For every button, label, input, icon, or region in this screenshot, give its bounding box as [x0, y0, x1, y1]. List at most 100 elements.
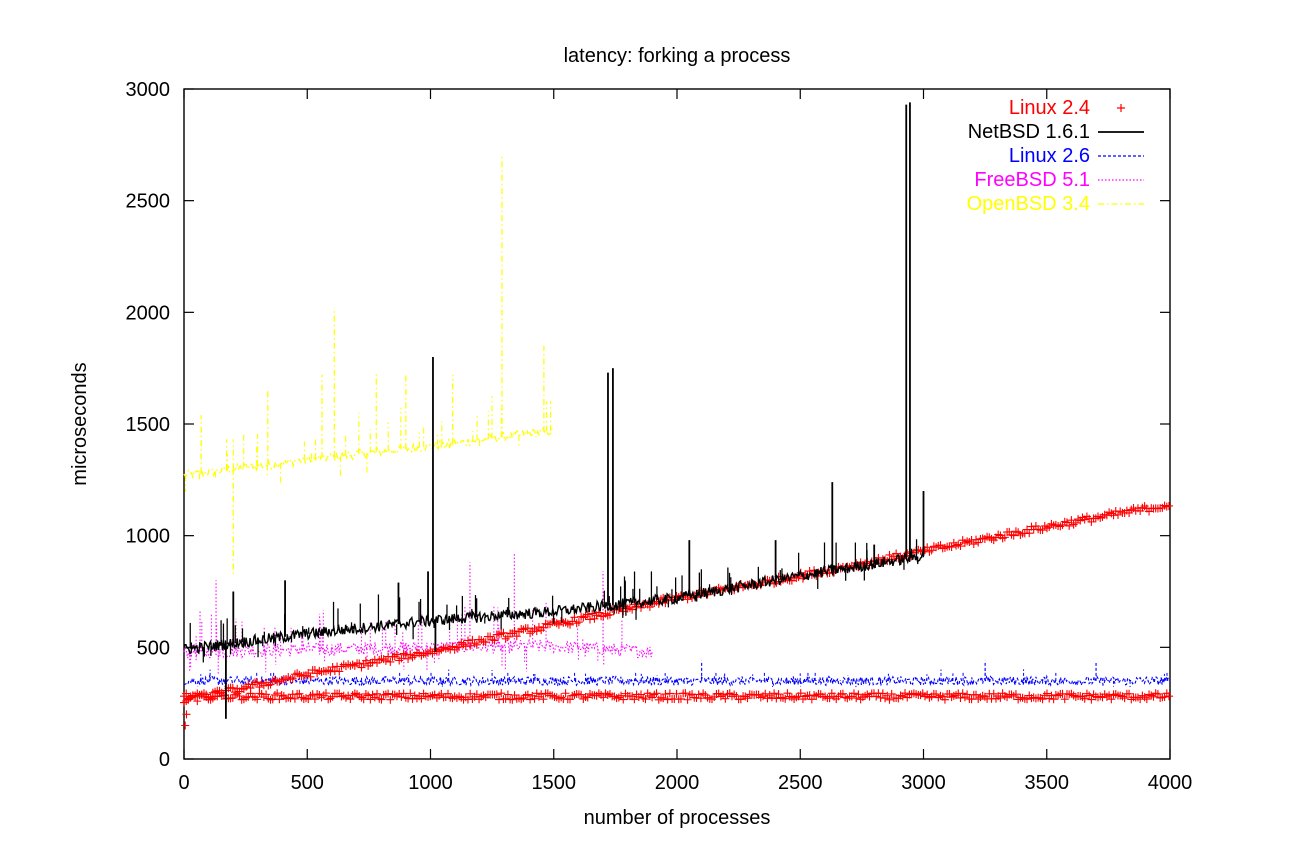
series-point	[1011, 527, 1020, 536]
series-point	[1054, 691, 1063, 700]
series-point	[583, 610, 592, 619]
series-point	[676, 694, 685, 703]
series-point	[1116, 507, 1125, 516]
series-point	[444, 644, 453, 653]
series-point	[1120, 694, 1129, 703]
series-point	[925, 547, 934, 556]
series-point	[934, 693, 943, 702]
series-linux-2-4	[180, 501, 1174, 730]
series-point	[566, 695, 575, 704]
series-point	[1011, 690, 1020, 699]
series-point	[1153, 689, 1162, 698]
series-point	[883, 691, 892, 700]
legend-label: NetBSD 1.6.1	[968, 121, 1090, 143]
series-point	[825, 694, 834, 703]
series-point	[242, 693, 251, 702]
series-point	[417, 694, 426, 703]
axis-ticks: 0 500 1000 1500 2000 2500 3000 3500 4000 0 500 1000…	[126, 79, 1193, 794]
series-point	[887, 689, 896, 698]
series-point	[1113, 510, 1122, 519]
series-point	[481, 638, 490, 647]
series-point	[253, 695, 262, 704]
series-point	[699, 689, 708, 698]
series-point	[841, 693, 850, 702]
series-point	[730, 690, 739, 699]
series-point	[492, 690, 501, 699]
series-point	[406, 689, 415, 698]
series-point	[401, 693, 410, 702]
series-point	[852, 694, 861, 703]
series-point	[605, 610, 614, 619]
x-tick-label: 500	[291, 772, 324, 794]
series-point	[588, 609, 597, 618]
series-point	[661, 690, 670, 699]
series-point	[191, 692, 200, 701]
series-point	[346, 695, 355, 704]
series-point	[792, 693, 801, 702]
y-tick-label: 1500	[126, 414, 171, 436]
series-point	[1069, 520, 1078, 529]
series-point	[523, 624, 532, 633]
series-point	[1087, 695, 1096, 704]
series-point	[956, 693, 965, 702]
series-point	[856, 695, 865, 704]
series-point	[1018, 693, 1027, 702]
series-point	[472, 690, 481, 699]
series-point	[517, 695, 526, 704]
series-point	[1142, 695, 1151, 704]
series-point	[1105, 691, 1114, 700]
series-point	[641, 695, 650, 704]
legend-label: FreeBSD 5.1	[974, 169, 1090, 191]
series-point	[364, 691, 373, 700]
series-point	[916, 691, 925, 700]
chart-title: latency: forking a process	[564, 45, 791, 67]
series-point	[1051, 690, 1060, 699]
series-point	[182, 689, 191, 698]
series-point	[721, 694, 730, 703]
series-point	[182, 710, 191, 719]
series-point	[936, 691, 945, 700]
series-point	[719, 690, 728, 699]
series-point	[537, 690, 546, 699]
series-point	[983, 532, 992, 541]
series-point	[781, 694, 790, 703]
series-point	[1156, 693, 1165, 702]
series-point	[526, 629, 535, 638]
series-point	[381, 656, 390, 665]
series-point	[958, 689, 967, 698]
series-point	[273, 689, 282, 698]
series-point	[1165, 692, 1174, 701]
x-tick-label: 4000	[1148, 772, 1193, 794]
series-point	[901, 689, 910, 698]
series-point	[923, 543, 932, 552]
series-point	[659, 694, 668, 703]
series-point	[193, 697, 202, 706]
series-point	[1038, 526, 1047, 535]
y-tick-label: 500	[137, 637, 170, 659]
series-point	[499, 628, 508, 637]
series-layer	[180, 102, 1174, 730]
series-point	[539, 695, 548, 704]
series-point	[526, 695, 535, 704]
series-point	[912, 690, 921, 699]
series-point	[428, 649, 437, 658]
series-line	[183, 426, 555, 480]
series-point	[772, 694, 781, 703]
series-point	[321, 689, 330, 698]
series-point	[570, 613, 579, 622]
series-point	[1165, 501, 1174, 510]
series-point	[940, 695, 949, 704]
series-point	[286, 694, 295, 703]
series-point	[1125, 689, 1134, 698]
series-point	[572, 619, 581, 628]
x-tick-label: 3500	[1025, 772, 1070, 794]
series-point	[843, 694, 852, 703]
series-point	[386, 695, 395, 704]
series-point	[377, 695, 386, 704]
series-point	[574, 618, 583, 627]
series-point	[708, 695, 717, 704]
y-tick-label: 2000	[126, 302, 171, 324]
series-point	[761, 689, 770, 698]
series-point	[246, 684, 255, 693]
y-tick-label: 1000	[126, 526, 171, 548]
